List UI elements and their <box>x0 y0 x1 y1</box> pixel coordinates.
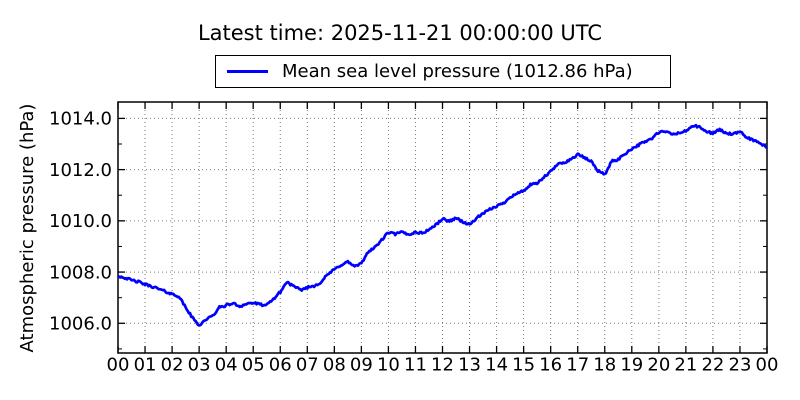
x-tick-label: 10 <box>377 355 400 376</box>
x-tick-label: 14 <box>485 355 508 376</box>
y-tick-label: 1014.0 <box>49 109 112 130</box>
x-tick-label: 12 <box>431 355 454 376</box>
x-tick-label: 23 <box>729 355 752 376</box>
pressure-line-series <box>118 123 767 327</box>
grid-lines <box>118 102 767 353</box>
x-tick-label: 08 <box>323 355 346 376</box>
y-tick-label: 1008.0 <box>49 262 112 283</box>
x-tick-label: 05 <box>242 355 265 376</box>
chart-title: Latest time: 2025-11-21 00:00:00 UTC <box>197 21 603 45</box>
x-tick-label: 07 <box>296 355 319 376</box>
y-tick-label: 1010.0 <box>49 211 112 232</box>
x-tick-label: 01 <box>134 355 157 376</box>
x-tick-label: 20 <box>647 355 670 376</box>
x-tick-label: 22 <box>701 355 724 376</box>
x-tick-label: 21 <box>674 355 697 376</box>
x-tick-label: 03 <box>188 355 211 376</box>
x-tick-label: 00 <box>756 355 779 376</box>
legend-line-icon <box>227 69 268 74</box>
pressure-line <box>118 123 767 327</box>
x-tick-label: 00 <box>107 355 130 376</box>
x-tick-label: 04 <box>215 355 238 376</box>
x-tick-label: 15 <box>512 355 535 376</box>
legend: Mean sea level pressure (1012.86 hPa) <box>215 55 671 88</box>
x-tick-label: 16 <box>539 355 562 376</box>
x-tick-label: 06 <box>269 355 292 376</box>
x-tick-labels: 00 01 02 03 04 05 06 07 08 09 10 11 12 13 14 15 16 17 18 19… <box>107 355 779 376</box>
plot-frame <box>117 101 768 354</box>
x-tick-label: 18 <box>593 355 616 376</box>
x-tick-label: 13 <box>458 355 481 376</box>
y-tick-labels: 1006.0 1008.0 1010.0 1012.0 1014.0 <box>49 109 112 335</box>
x-tick-label: 11 <box>404 355 427 376</box>
x-tick-label: 09 <box>350 355 373 376</box>
x-tick-label: 02 <box>161 355 184 376</box>
x-tick-label: 17 <box>566 355 589 376</box>
x-tick-label: 19 <box>620 355 643 376</box>
legend-label: Mean sea level pressure (1012.86 hPa) <box>282 61 633 82</box>
y-tick-label: 1006.0 <box>49 314 112 335</box>
y-tick-label: 1012.0 <box>49 160 112 181</box>
